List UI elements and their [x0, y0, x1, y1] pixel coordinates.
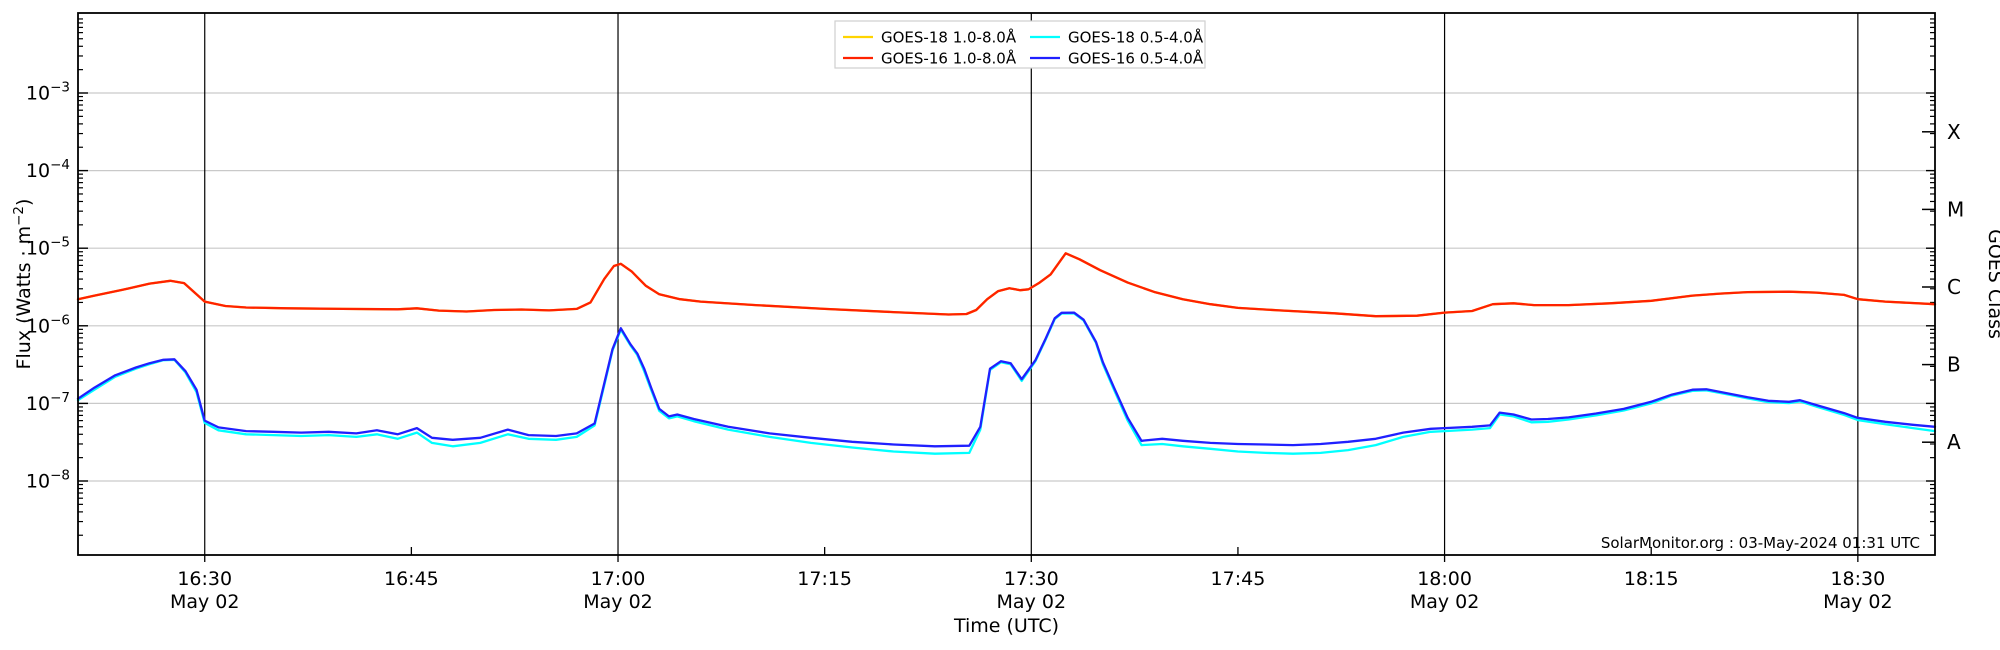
- goes-class-letter: C: [1947, 275, 1961, 299]
- goes-class-letter: M: [1947, 197, 1964, 221]
- y-tick-label: 10−6: [26, 312, 70, 337]
- y-tick-label: 10−8: [26, 468, 70, 493]
- watermark: SolarMonitor.org : 03-May-2024 01:31 UTC: [1601, 534, 1920, 552]
- x-tick-label: 18:30: [1830, 568, 1885, 590]
- legend-label-goes18-long: GOES-18 1.0-8.0Å: [881, 28, 1017, 47]
- series-goes16-long-line: [76, 252, 1937, 318]
- legend-label-goes16-short: GOES-16 0.5-4.0Å: [1068, 49, 1204, 68]
- plot-border: [77, 12, 1936, 556]
- axis-title-y-left: Flux (Watts · m−2): [11, 199, 35, 370]
- axis-title-y-right: GOES Class: [1984, 229, 2000, 339]
- axis-title-x: Time (UTC): [953, 615, 1059, 637]
- y-tick-label: 10−4: [26, 157, 70, 182]
- series-goes16-short-line: [76, 311, 1937, 448]
- x-tick-label: 16:30: [177, 568, 232, 590]
- legend-label-goes18-short: GOES-18 0.5-4.0Å: [1068, 28, 1204, 47]
- x-tick-label: 18:00: [1417, 568, 1472, 590]
- x-tick-label: 18:15: [1624, 568, 1679, 590]
- y-tick-label: 10−3: [26, 80, 70, 105]
- x-tick-label: 17:30: [1004, 568, 1059, 590]
- x-tick-date: May 02: [1823, 591, 1893, 613]
- x-tick-date: May 02: [583, 591, 653, 613]
- x-tick-label: 17:00: [591, 568, 646, 590]
- legend: GOES-18 1.0-8.0Å GOES-16 1.0-8.0Å GOES-18 …: [834, 20, 1206, 69]
- x-tick-date: May 02: [1410, 591, 1480, 613]
- x-tick-date: May 02: [997, 591, 1067, 613]
- x-tick-label: 17:15: [797, 568, 852, 590]
- legend-box: [834, 20, 1206, 69]
- x-tick-label: 16:45: [384, 568, 439, 590]
- y-tick-label: 10−7: [26, 390, 70, 415]
- goes-class-letter: A: [1947, 430, 1961, 454]
- x-tick-label: 17:45: [1211, 568, 1266, 590]
- goes-class-letter: X: [1947, 120, 1961, 144]
- y-tick-label: 10−5: [26, 235, 70, 260]
- legend-label-goes16-long: GOES-16 1.0-8.0Å: [881, 49, 1017, 68]
- x-tick-date: May 02: [170, 591, 240, 613]
- goes-class-letter: B: [1947, 353, 1961, 377]
